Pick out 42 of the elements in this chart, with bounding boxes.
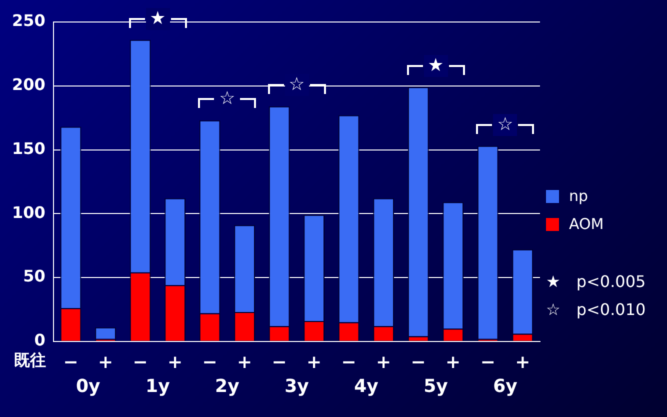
x-tick-label: + (306, 352, 322, 373)
x-tick-label: − (63, 352, 78, 373)
x-axis-title: 既往 (14, 350, 46, 370)
x-tick-label: + (515, 352, 530, 373)
x-tick-label: − (480, 352, 496, 373)
x-tick-label: − (132, 352, 148, 373)
text: 6y (493, 376, 518, 398)
x-tick-label: − (272, 352, 287, 373)
text: 4y (354, 376, 379, 398)
annotation: ☆ (284, 74, 309, 96)
bracket: ☆ (198, 88, 256, 110)
x-tick-label: + (446, 352, 461, 373)
annotation: ★ (424, 55, 448, 78)
x-tick-label: − (202, 352, 218, 373)
y-tick-label: 200 (12, 75, 46, 94)
bracket: ★ (406, 55, 465, 78)
text: 2y (215, 376, 240, 398)
bracket: ☆ (476, 114, 534, 136)
text: 3y (284, 376, 310, 398)
annotation: ★ (146, 8, 170, 30)
y-tick-label: 250 (12, 11, 46, 30)
x-tick-label: − (341, 352, 356, 373)
legend-label: AOM (569, 215, 604, 233)
annotation: ☆ (215, 88, 240, 110)
text: 1y (146, 376, 170, 398)
y-tick-label: 0 (34, 330, 46, 350)
bracket: ☆ (268, 74, 326, 96)
x-tick-label: + (98, 352, 114, 373)
y-tick-label: 100 (12, 202, 46, 222)
legend-label: np (569, 187, 588, 205)
annotation: ☆ (493, 114, 518, 136)
x-tick-label: + (168, 352, 183, 373)
y-tick-label: 50 (23, 266, 46, 286)
y-tick-label: 150 (12, 138, 46, 158)
x-tick-label: + (376, 352, 392, 373)
text: 0y (76, 376, 101, 398)
x-tick-label: − (410, 352, 426, 373)
bracket: ★ (128, 8, 187, 30)
x-tick-label: + (237, 352, 252, 373)
text: ☆ p<0.010 (546, 300, 646, 321)
text: 5y (424, 376, 448, 398)
text: ★ p<0.005 (546, 272, 646, 293)
